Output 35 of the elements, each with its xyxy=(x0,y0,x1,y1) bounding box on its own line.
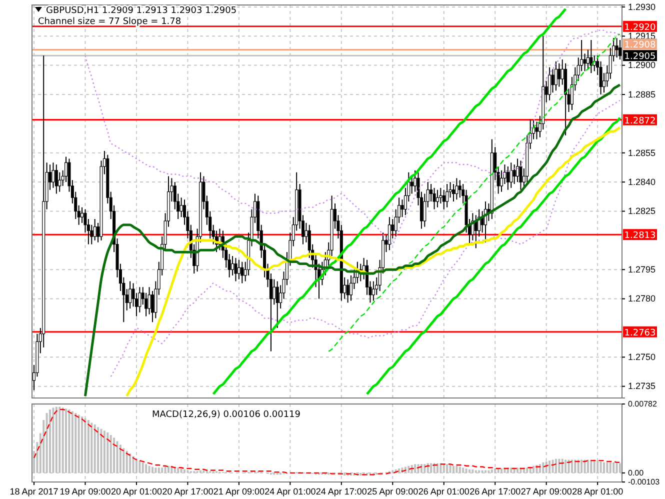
y-tick-label: 1.2855 xyxy=(628,148,656,158)
y-tick-label: 1.2735 xyxy=(628,381,656,392)
x-tick-label: 24 Apr 17:00 xyxy=(316,486,367,496)
x-tick-label: 20 Apr 01:00 xyxy=(110,486,162,496)
x-tick-label: 18 Apr 2017 xyxy=(10,486,58,496)
ref-line-label: 1.2905 xyxy=(624,52,656,62)
x-tick-label: 21 Apr 09:00 xyxy=(213,486,264,496)
annotation: Channel size = 77 Slope = 1.78 xyxy=(38,17,182,27)
ref-line-label: 1.2920 xyxy=(624,22,656,33)
x-tick-label: 26 Apr 01:00 xyxy=(418,486,470,496)
x-tick-label: 24 Apr 01:00 xyxy=(264,486,316,496)
y-tick-label: -0.00103 xyxy=(628,478,660,487)
y-tick-label: 1.2915 xyxy=(628,31,656,42)
ref-line-label: 1.2813 xyxy=(624,231,656,242)
ref-line-label: 1.2908 xyxy=(624,40,656,51)
y-tick-label: 1.2795 xyxy=(628,264,656,274)
y-tick-label: 1.2825 xyxy=(628,206,656,216)
y-tick-label: 1.2900 xyxy=(628,60,656,70)
x-tick-label: 20 Apr 17:00 xyxy=(162,486,214,496)
x-tick-label: 27 Apr 09:00 xyxy=(520,486,572,496)
y-tick-label: 0.00 xyxy=(628,468,644,478)
ref-line-label: 1.2763 xyxy=(624,328,656,338)
x-tick-label: 25 Apr 09:00 xyxy=(367,486,418,496)
chart-title: GBPUSD,H1 1.2909 1.2913 1.2903 1.2905 xyxy=(46,6,237,16)
x-tick-label: 26 Apr 17:00 xyxy=(470,486,521,496)
x-tick-label: 28 Apr 01:00 xyxy=(572,486,624,496)
x-tick-label: 19 Apr 09:00 xyxy=(60,486,111,496)
y-tick-label: 1.2780 xyxy=(628,294,656,304)
y-tick-label: 1.2930 xyxy=(628,2,656,12)
y-tick-label: 1.2840 xyxy=(628,176,656,187)
y-tick-label: 1.2750 xyxy=(628,352,656,362)
text: MACD(12,26,9) 0.00106 0.00119 xyxy=(152,410,301,420)
ref-line-label: 1.2872 xyxy=(624,116,656,126)
y-tick-label: 0.00782 xyxy=(628,400,658,409)
y-tick-label: 1.2885 xyxy=(628,89,656,100)
